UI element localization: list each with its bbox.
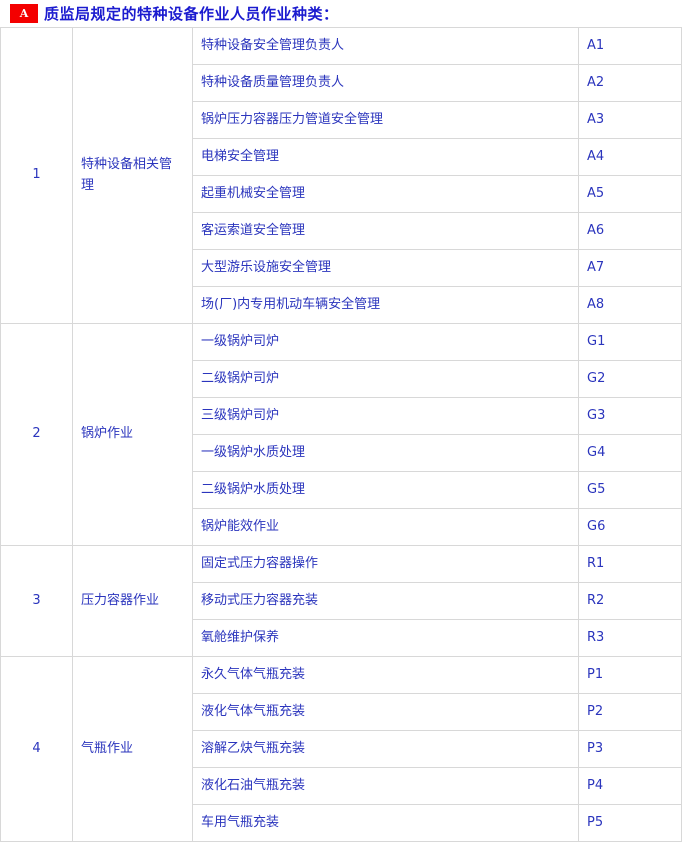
group-category-cell: 特种设备相关管理 — [72, 27, 193, 324]
table-row: 锅炉能效作业 G6 — [1, 508, 682, 546]
work-item-code-cell: R2 — [578, 582, 682, 620]
work-item-code-cell: A3 — [578, 101, 682, 139]
work-item-code-cell: A1 — [578, 27, 682, 65]
table-row: 一级锅炉水质处理 G4 — [1, 434, 682, 472]
certificate-category-table: 1 特种设备相关管理 特种设备安全管理负责人 A1 特种设备质量管理负责人 A2 锅炉压力容… — [0, 27, 682, 842]
work-item-code-cell: A2 — [578, 64, 682, 102]
work-item-name-cell: 二级锅炉水质处理 — [192, 471, 579, 509]
work-item-name-cell: 氧舱维护保养 — [192, 619, 579, 657]
table-row: 2 锅炉作业 一级锅炉司炉 G1 — [0, 323, 682, 546]
table-row: 溶解乙炔气瓶充装 P3 — [1, 730, 682, 768]
work-item-name-cell: 永久气体气瓶充装 — [192, 656, 579, 694]
work-item-code-cell: A7 — [578, 249, 682, 287]
table-row: 3 压力容器作业 固定式压力容器操作 R1 — [0, 545, 682, 657]
table-row: 二级锅炉水质处理 G5 — [1, 471, 682, 509]
work-item-code-cell: G3 — [578, 397, 682, 435]
certificate-category-table-wrap: 1 特种设备相关管理 特种设备安全管理负责人 A1 特种设备质量管理负责人 A2 锅炉压力容… — [0, 27, 682, 842]
table-row: 1 特种设备相关管理 特种设备安全管理负责人 A1 — [0, 27, 682, 324]
work-item-code-cell: P3 — [578, 730, 682, 768]
page-title: 质监局规定的特种设备作业人员作业种类： — [44, 5, 339, 23]
table-row: 4 气瓶作业 永久气体气瓶充装 P1 — [0, 656, 682, 842]
table-row: 电梯安全管理 A4 — [1, 138, 682, 176]
group-category-cell: 气瓶作业 — [72, 656, 193, 842]
table-row: 起重机械安全管理 A5 — [1, 175, 682, 213]
work-item-name-cell: 大型游乐设施安全管理 — [192, 249, 579, 287]
table-row: 移动式压力容器充装 R2 — [1, 582, 682, 620]
work-item-name-cell: 起重机械安全管理 — [192, 175, 579, 213]
work-item-code-cell: A8 — [578, 286, 682, 324]
table-row: 大型游乐设施安全管理 A7 — [1, 249, 682, 287]
work-item-code-cell: G5 — [578, 471, 682, 509]
table-row: 氧舱维护保养 R3 — [1, 619, 682, 657]
work-item-name-cell: 一级锅炉水质处理 — [192, 434, 579, 472]
page-header: A 质监局规定的特种设备作业人员作业种类： — [0, 0, 689, 27]
work-item-name-cell: 二级锅炉司炉 — [192, 360, 579, 398]
work-item-name-cell: 车用气瓶充装 — [192, 804, 579, 842]
work-item-name-cell: 锅炉压力容器压力管道安全管理 — [192, 101, 579, 139]
work-item-name-cell: 电梯安全管理 — [192, 138, 579, 176]
section-marker-badge: A — [10, 4, 38, 23]
work-item-name-cell: 移动式压力容器充装 — [192, 582, 579, 620]
work-item-code-cell: R3 — [578, 619, 682, 657]
work-item-name-cell: 三级锅炉司炉 — [192, 397, 579, 435]
work-item-name-cell: 溶解乙炔气瓶充装 — [192, 730, 579, 768]
table-row: 客运索道安全管理 A6 — [1, 212, 682, 250]
table-row: 液化气体气瓶充装 P2 — [1, 693, 682, 731]
table-row: 三级锅炉司炉 G3 — [1, 397, 682, 435]
work-item-code-cell: P2 — [578, 693, 682, 731]
work-item-code-cell: P5 — [578, 804, 682, 842]
work-item-code-cell: A6 — [578, 212, 682, 250]
work-item-code-cell: R1 — [578, 545, 682, 583]
work-item-name-cell: 特种设备安全管理负责人 — [192, 27, 579, 65]
work-item-code-cell: G4 — [578, 434, 682, 472]
table-row: 特种设备质量管理负责人 A2 — [1, 64, 682, 102]
table-row: 液化石油气瓶充装 P4 — [1, 767, 682, 805]
work-item-name-cell: 场(厂)内专用机动车辆安全管理 — [192, 286, 579, 324]
work-item-name-cell: 客运索道安全管理 — [192, 212, 579, 250]
work-item-code-cell: A5 — [578, 175, 682, 213]
work-item-name-cell: 液化气体气瓶充装 — [192, 693, 579, 731]
table-row: 二级锅炉司炉 G2 — [1, 360, 682, 398]
group-index-cell: 1 — [0, 27, 73, 324]
group-category-cell: 压力容器作业 — [72, 545, 193, 657]
work-item-code-cell: G1 — [578, 323, 682, 361]
work-item-code-cell: P4 — [578, 767, 682, 805]
table-row: 车用气瓶充装 P5 — [1, 804, 682, 842]
work-item-code-cell: P1 — [578, 656, 682, 694]
work-item-name-cell: 固定式压力容器操作 — [192, 545, 579, 583]
table-row: 场(厂)内专用机动车辆安全管理 A8 — [1, 286, 682, 324]
group-index-cell: 3 — [0, 545, 73, 657]
work-item-name-cell: 一级锅炉司炉 — [192, 323, 579, 361]
group-index-cell: 2 — [0, 323, 73, 546]
group-category-cell: 锅炉作业 — [72, 323, 193, 546]
work-item-code-cell: G2 — [578, 360, 682, 398]
work-item-code-cell: A4 — [578, 138, 682, 176]
table-row: 锅炉压力容器压力管道安全管理 A3 — [1, 101, 682, 139]
work-item-code-cell: G6 — [578, 508, 682, 546]
work-item-name-cell: 液化石油气瓶充装 — [192, 767, 579, 805]
work-item-name-cell: 锅炉能效作业 — [192, 508, 579, 546]
work-item-name-cell: 特种设备质量管理负责人 — [192, 64, 579, 102]
group-index-cell: 4 — [0, 656, 73, 842]
